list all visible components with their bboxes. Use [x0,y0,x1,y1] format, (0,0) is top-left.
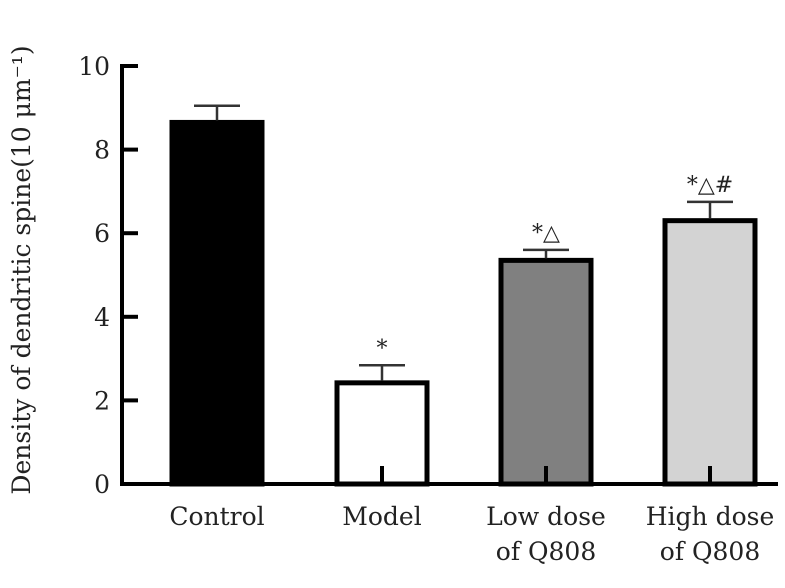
x-category-label: of Q808 [496,537,596,566]
significance-label: *△# [687,173,733,198]
x-category-label: High dose [646,502,775,531]
y-axis-label: Density of dendritic spine(10 μm⁻¹) [7,45,36,494]
x-category-label: Low dose [486,502,606,531]
bar [662,218,758,487]
bar [169,119,265,487]
significance-markers: * *△ *△# [377,173,734,361]
significance-label: *△ [532,221,560,246]
significance-label: * [377,336,388,361]
y-tick-label: 0 [94,470,110,499]
y-tick-label: 8 [94,136,110,165]
x-tick-labels: Control Model Low dose of Q808 High dose of Q… [169,502,774,566]
y-tick-label: 6 [94,219,110,248]
error-bars-group [194,104,733,381]
y-tick-label: 10 [78,52,110,81]
bars-group [169,119,758,487]
bar [498,257,594,487]
x-category-label: Model [342,502,421,531]
y-tick-label: 2 [94,386,110,415]
x-category-label: Control [169,502,264,531]
y-tick-label: 4 [94,303,110,332]
x-category-label: of Q808 [660,537,760,566]
